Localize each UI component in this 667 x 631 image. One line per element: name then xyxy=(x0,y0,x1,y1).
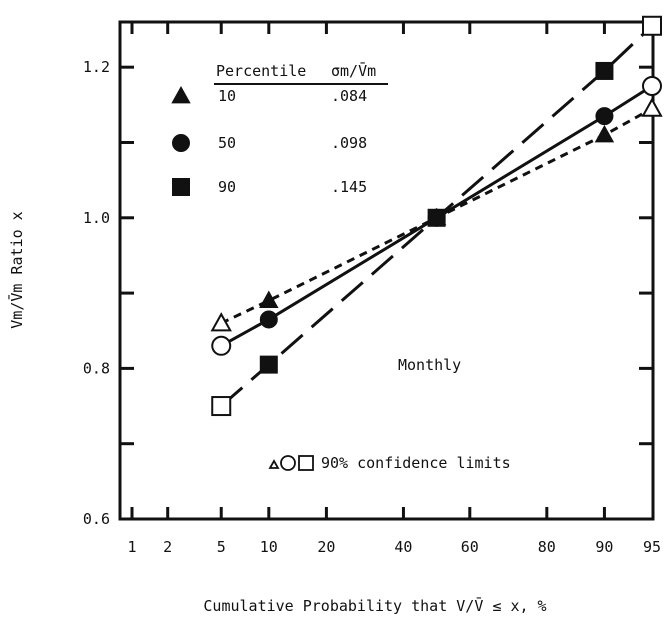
x-tick-label-0: 1 xyxy=(127,538,136,556)
point-90-4 xyxy=(642,15,662,36)
legend-sigma-90: .145 xyxy=(331,178,367,196)
point-10-1 xyxy=(259,290,279,309)
x-tick-label-5: 40 xyxy=(394,538,412,556)
legend-percentile-50: 50 xyxy=(218,134,236,152)
point-10-3 xyxy=(594,124,615,143)
y-axis-title: Vm/V̄m Ratio x xyxy=(7,211,26,328)
x-tick-label-6: 60 xyxy=(461,538,479,556)
period-annotation: Monthly xyxy=(398,356,461,374)
x-tick-label-4: 20 xyxy=(317,538,335,556)
legend-header-sigma: σm/V̄m xyxy=(331,61,376,80)
legend: Percentile σm/V̄m 10 .084 50 .098 90 .145 xyxy=(171,61,388,196)
legend-percentile-10: 10 xyxy=(218,87,236,105)
legend-marker-10-triangle-icon xyxy=(171,85,191,104)
confidence-note: 90% confidence limits xyxy=(268,454,511,472)
point-90-0 xyxy=(211,396,232,417)
x-axis-title: Cumulative Probability that V/V̄ ≤ x, % xyxy=(203,596,546,615)
point-50-1 xyxy=(259,310,278,329)
point-90-2 xyxy=(427,208,446,227)
y-tick-label-1: 0.8 xyxy=(83,359,110,377)
point-90-3 xyxy=(595,61,614,80)
x-axis-ticks: 1 2 5 10 20 40 60 80 90 95 xyxy=(127,22,661,556)
confidence-label: 90% confidence limits xyxy=(321,454,511,472)
x-tick-label-7: 80 xyxy=(538,538,556,556)
legend-percentile-90: 90 xyxy=(218,178,236,196)
series-markers xyxy=(210,15,663,417)
y-tick-label-2: 1.0 xyxy=(83,209,110,227)
y-tick-label-3: 1.2 xyxy=(83,58,110,76)
point-50-0 xyxy=(211,335,232,356)
confidence-triangle-icon xyxy=(268,459,280,469)
x-tick-label-8: 90 xyxy=(595,538,613,556)
legend-sigma-50: .098 xyxy=(331,134,367,152)
legend-sigma-10: .084 xyxy=(331,87,367,105)
x-tick-label-9: 95 xyxy=(643,538,661,556)
confidence-square-icon xyxy=(298,455,314,471)
point-90-1 xyxy=(259,355,278,374)
legend-marker-90-square-icon xyxy=(172,178,190,196)
x-tick-label-1: 2 xyxy=(163,538,172,556)
x-tick-label-3: 10 xyxy=(260,538,278,556)
point-50-3 xyxy=(595,107,614,126)
y-tick-label-0: 0.6 xyxy=(83,510,110,528)
point-10-4 xyxy=(641,97,663,117)
legend-marker-50-circle-icon xyxy=(172,134,190,152)
y-axis-ticks: 0.6 0.8 1.0 1.2 xyxy=(83,58,653,528)
legend-header-percentile: Percentile xyxy=(216,62,306,80)
confidence-circle-icon xyxy=(280,455,296,471)
point-10-0 xyxy=(210,312,232,332)
point-50-4 xyxy=(642,76,662,97)
plot-frame xyxy=(118,20,655,521)
x-tick-label-2: 5 xyxy=(217,538,226,556)
